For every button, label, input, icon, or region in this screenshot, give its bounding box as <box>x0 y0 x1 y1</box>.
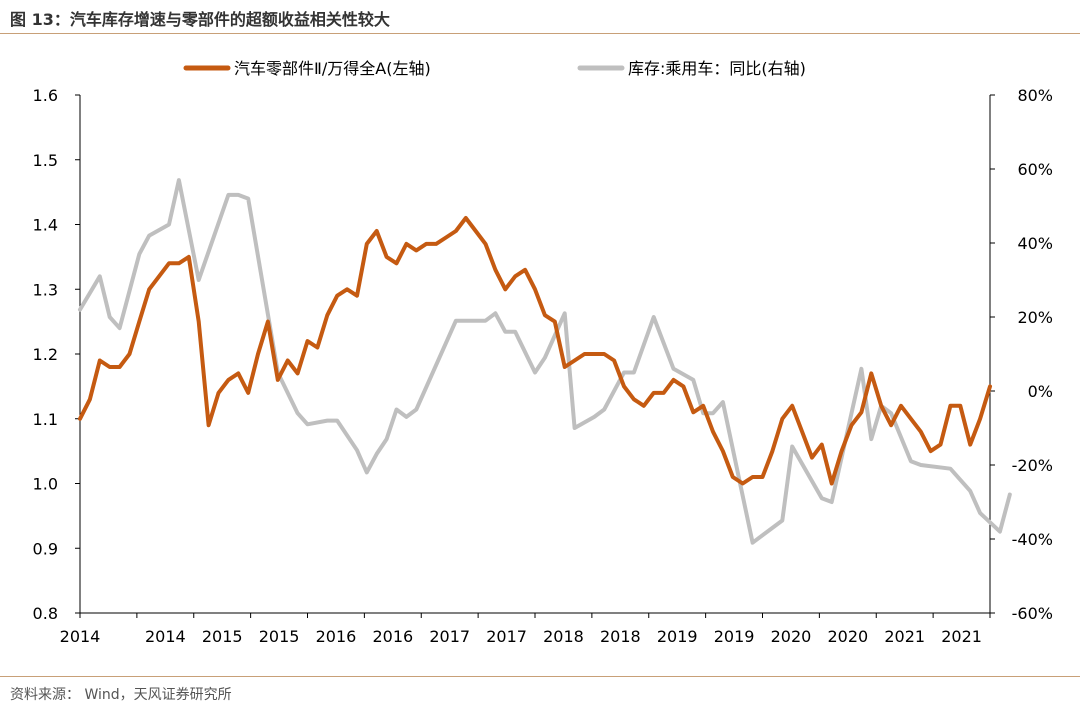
bottom-rule <box>0 676 1080 677</box>
left-tick-label: 1.1 <box>33 410 58 429</box>
left-tick-label: 1.0 <box>33 475 58 494</box>
x-tick-label: 2019 <box>714 627 755 646</box>
left-tick-label: 0.8 <box>33 604 58 623</box>
series <box>78 178 1012 545</box>
right-tick-label: -40% <box>1012 530 1053 549</box>
left-tick-label: 1.5 <box>33 151 58 170</box>
axes: 0.8 0.9 1.0 1.1 1.2 1.3 1.4 1.5 1.6 -60% -40% -20% 0… <box>33 86 1053 646</box>
line-chart: 0.8 0.9 1.0 1.1 1.2 1.3 1.4 1.5 1.6 -60% -40% -20% 0… <box>33 59 1053 646</box>
x-tick-label: 2014 <box>60 627 101 646</box>
x-tick-label: 2015 <box>259 627 300 646</box>
left-tick-label: 1.6 <box>33 86 58 105</box>
left-tick-label: 0.9 <box>33 539 58 558</box>
x-tick-label: 2018 <box>600 627 641 646</box>
x-tick-label: 2020 <box>771 627 812 646</box>
legend-label-left-series: 汽车零部件Ⅱ/万得全A(左轴) <box>234 59 431 78</box>
source-note: 资料来源： Wind，天风证券研究所 <box>10 687 232 703</box>
x-tick-label: 2021 <box>884 627 925 646</box>
right-tick-label: 80% <box>1017 86 1053 105</box>
x-tick-label: 2015 <box>202 627 243 646</box>
x-tick-label: 2017 <box>486 627 527 646</box>
series-line-inventory-yoy <box>78 178 1012 545</box>
x-tick-label: 2019 <box>657 627 698 646</box>
left-tick-label: 1.4 <box>33 216 58 235</box>
legend: 汽车零部件Ⅱ/万得全A(左轴) 库存:乘用车：同比(右轴) <box>183 59 806 78</box>
x-tick-label: 2016 <box>316 627 357 646</box>
right-tick-label: 20% <box>1017 308 1053 327</box>
x-tick-label: 2020 <box>827 627 868 646</box>
figure-title: 图 13：汽车库存增速与零部件的超额收益相关性较大 <box>10 10 390 29</box>
right-tick-label: -20% <box>1012 456 1053 475</box>
x-tick-label: 2017 <box>429 627 470 646</box>
legend-label-right-series: 库存:乘用车：同比(右轴) <box>628 59 806 78</box>
x-tick-label: 2021 <box>941 627 982 646</box>
top-rule <box>0 33 1080 34</box>
series-line-parts-relative-return <box>78 216 992 486</box>
x-tick-label: 2014 <box>145 627 186 646</box>
x-tick-label: 2016 <box>372 627 413 646</box>
right-tick-label: 60% <box>1017 160 1053 179</box>
left-tick-label: 1.2 <box>33 345 58 364</box>
x-tick-label: 2018 <box>543 627 584 646</box>
right-tick-label: 40% <box>1017 234 1053 253</box>
right-tick-label: 0% <box>1028 382 1053 401</box>
left-tick-label: 1.3 <box>33 280 58 299</box>
right-tick-label: -60% <box>1012 604 1053 623</box>
